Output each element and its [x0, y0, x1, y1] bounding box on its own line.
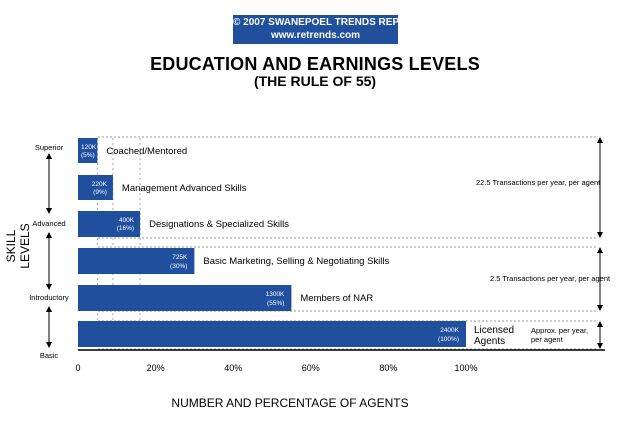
- y-level-arrow-head: [46, 342, 52, 348]
- bar-value-label: 400K: [119, 217, 135, 224]
- bar: [78, 321, 466, 347]
- range-bracket-arrow-head: [597, 232, 603, 238]
- bar-category-label: Members of NAR: [300, 293, 373, 304]
- copyright-banner: © 2007 SWANEPOEL TRENDS REPORT www.retre…: [233, 15, 421, 44]
- annotation-text: Approx. per year,: [531, 326, 588, 335]
- bar: [78, 138, 98, 163]
- website-url: www.retrends.com: [270, 30, 361, 41]
- range-bracket-arrow-head: [597, 305, 603, 311]
- range-bracket-arrow-head: [597, 137, 603, 143]
- bar: [78, 175, 113, 200]
- bar-value-label: 220K: [92, 181, 108, 188]
- chart-title: EDUCATION AND EARNINGS LEVELS: [150, 54, 480, 74]
- y-level-label: Introductory: [29, 293, 69, 302]
- chart-subtitle: (THE RULE OF 55): [253, 73, 377, 89]
- x-tick-label: 0: [75, 363, 80, 373]
- bar-category-label: Coached/Mentored: [106, 146, 187, 157]
- bar: [78, 248, 195, 274]
- annotation-text: per agent: [531, 335, 564, 344]
- y-level-label: Advanced: [32, 219, 65, 228]
- bar-category-label: Management Advanced Skills: [122, 183, 247, 194]
- y-level-label: Superior: [35, 143, 64, 152]
- bar-category-label: Designations & Specialized Skills: [149, 219, 289, 230]
- annotation-text: 22.5 Transactions per year, per agent: [476, 178, 601, 187]
- x-tick-label: 60%: [302, 363, 320, 373]
- y-level-arrow-head: [46, 232, 52, 238]
- x-tick-label: 80%: [379, 363, 397, 373]
- bar-percent-label: (55%): [267, 300, 284, 307]
- y-level-arrow-head: [46, 284, 52, 290]
- bar-percent-label: (30%): [170, 263, 187, 270]
- bar-percent-label: (9%): [93, 189, 107, 196]
- bar: [78, 285, 292, 311]
- x-tick-label: 100%: [454, 363, 477, 373]
- bar-category-label: Agents: [474, 336, 505, 347]
- copyright-text: © 2007 SWANEPOEL TRENDS REPORT: [233, 17, 421, 28]
- bar-category-label: Basic Marketing, Selling & Negotiating S…: [203, 256, 389, 267]
- x-tick-label: 20%: [147, 363, 165, 373]
- annotation-text: 2.5 Transactions per year, per agent: [490, 274, 611, 283]
- bar-value-label: 1300K: [266, 291, 285, 298]
- y-level-arrow-head: [46, 153, 52, 159]
- bar-value-label: 120K: [81, 144, 97, 151]
- range-bracket-arrow-head: [597, 321, 603, 327]
- bar-category-label: Licensed: [474, 325, 514, 336]
- range-bracket-arrow-head: [597, 247, 603, 253]
- bar-value-label: 2400K: [440, 327, 459, 334]
- y-level-arrow-head: [46, 306, 52, 312]
- y-level-arrow-head: [46, 208, 52, 214]
- bar: [78, 211, 141, 237]
- range-bracket-arrow-head: [597, 343, 603, 349]
- bar-percent-label: (5%): [81, 152, 95, 159]
- bar-percent-label: (100%): [438, 336, 459, 343]
- y-level-label: Basic: [40, 351, 59, 360]
- x-axis-label: NUMBER AND PERCENTAGE OF AGENTS: [171, 396, 409, 410]
- bar-percent-label: (16%): [117, 225, 134, 232]
- x-tick-label: 40%: [224, 363, 242, 373]
- bar-value-label: 725K: [172, 254, 188, 261]
